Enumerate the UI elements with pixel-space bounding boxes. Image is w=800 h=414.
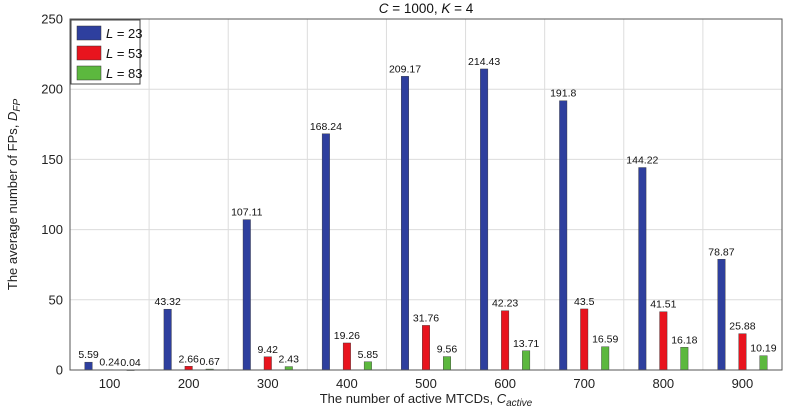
x-tick-label: 200 xyxy=(178,376,200,391)
data-label: 0.67 xyxy=(199,356,220,368)
bar xyxy=(184,366,193,371)
bar xyxy=(659,311,668,371)
bar xyxy=(363,361,372,371)
axes-box xyxy=(69,18,783,371)
data-label: 25.88 xyxy=(729,321,755,333)
y-tick-label: 0 xyxy=(56,363,63,378)
y-tick-label: 250 xyxy=(41,12,63,27)
data-label: 168.24 xyxy=(310,121,342,133)
data-label: 2.43 xyxy=(279,354,300,366)
bar xyxy=(263,356,272,371)
bar xyxy=(443,356,451,371)
bar xyxy=(242,219,251,371)
bar xyxy=(522,350,531,371)
data-label: 43.32 xyxy=(155,296,181,308)
data-label: 2.66 xyxy=(178,353,199,365)
chart-title: C = 1000, K = 4 xyxy=(379,1,474,16)
bar xyxy=(680,347,689,371)
y-tick-label: 200 xyxy=(41,82,63,97)
data-label: 78.87 xyxy=(708,246,734,258)
y-axis-label: The average number of FPs, DFP xyxy=(5,99,23,291)
data-label: 42.23 xyxy=(492,298,518,310)
bar xyxy=(580,308,589,371)
bar xyxy=(638,167,647,371)
legend-label: L = 83 xyxy=(106,66,143,81)
data-label: 5.85 xyxy=(358,349,379,361)
legend-swatch xyxy=(76,45,102,61)
legend-label: L = 23 xyxy=(106,26,143,41)
bar xyxy=(401,76,409,371)
bar xyxy=(501,310,510,371)
bar xyxy=(738,333,747,371)
data-label: 191.8 xyxy=(550,88,576,100)
data-label: 43.5 xyxy=(574,296,595,308)
x-tick-label: 500 xyxy=(415,376,437,391)
bar xyxy=(342,342,351,371)
data-label: 107.11 xyxy=(231,207,262,219)
data-label: 13.71 xyxy=(513,338,539,350)
data-label: 9.42 xyxy=(258,344,279,356)
x-tick-label: 300 xyxy=(257,376,279,391)
data-label: 16.59 xyxy=(592,334,618,346)
bar xyxy=(321,133,330,371)
x-tick-label: 900 xyxy=(732,376,754,391)
legend-swatch xyxy=(76,25,102,41)
bar xyxy=(422,325,430,371)
y-tick-label: 150 xyxy=(41,152,63,167)
bar xyxy=(717,259,726,371)
x-tick-label: 800 xyxy=(652,376,674,391)
bar xyxy=(284,366,293,371)
data-label: 31.76 xyxy=(413,312,439,324)
legend: L = 23 L = 53 L = 83 xyxy=(70,19,143,85)
data-label: 10.19 xyxy=(750,343,776,355)
data-label: 16.18 xyxy=(671,334,697,346)
plot-area xyxy=(70,19,782,370)
data-label: 41.51 xyxy=(650,299,676,311)
data-label: 0.24 xyxy=(99,357,120,369)
data-label: 144.22 xyxy=(626,155,658,167)
legend-swatch xyxy=(76,65,102,81)
x-tick-label: 600 xyxy=(494,376,516,391)
legend-label: L = 53 xyxy=(106,46,143,61)
bar xyxy=(84,361,93,371)
y-tick-label: 50 xyxy=(49,292,63,307)
bar xyxy=(601,346,610,371)
data-label: 0.04 xyxy=(120,357,141,369)
bar xyxy=(559,100,568,371)
data-label: 214.43 xyxy=(468,56,500,68)
x-tick-label: 100 xyxy=(99,376,121,391)
data-label: 5.59 xyxy=(78,349,99,361)
bar xyxy=(163,308,172,371)
x-tick-label: 700 xyxy=(573,376,595,391)
data-label: 9.56 xyxy=(437,344,458,356)
bar xyxy=(759,355,768,371)
y-tick-label: 100 xyxy=(41,222,63,237)
x-tick-label: 400 xyxy=(336,376,358,391)
data-label: 19.26 xyxy=(334,330,360,342)
x-axis-label: The number of active MTCDs, Cactive xyxy=(320,391,533,409)
data-label: 209.17 xyxy=(389,63,421,75)
bar xyxy=(480,68,489,371)
